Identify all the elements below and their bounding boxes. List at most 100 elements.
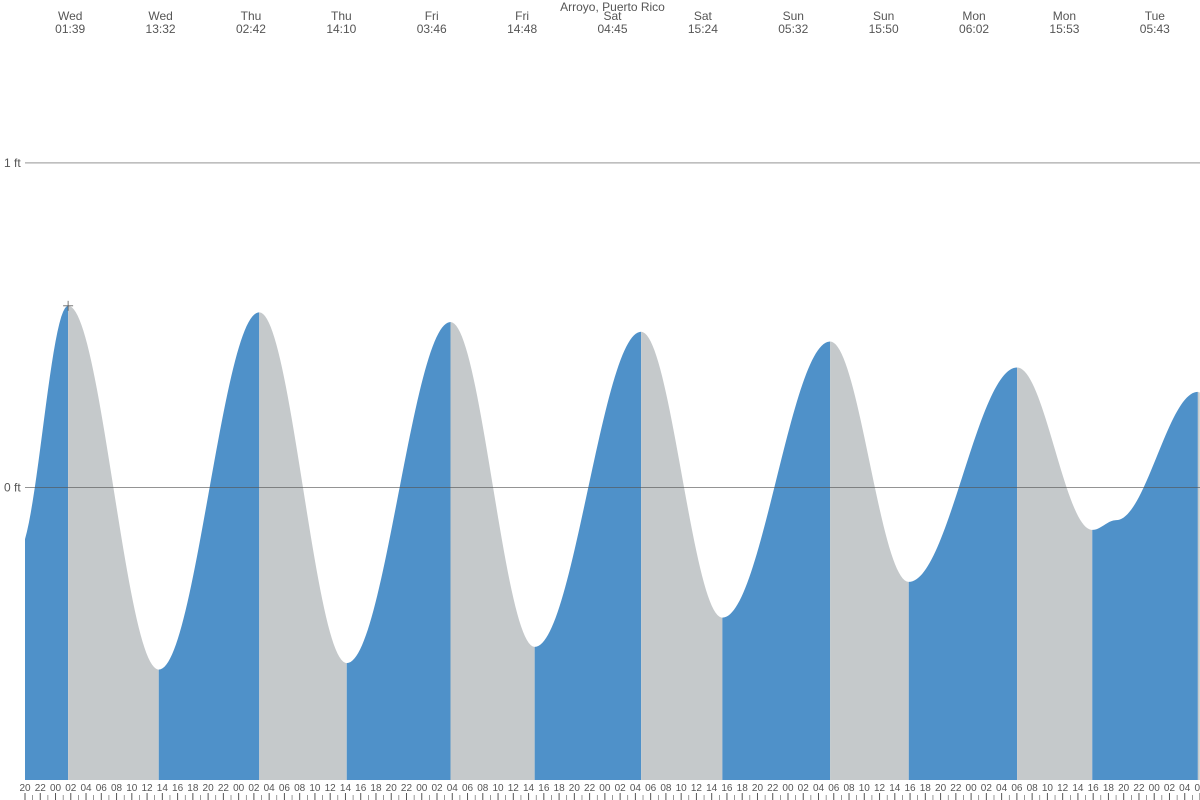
header-day: Wed bbox=[148, 9, 172, 23]
header-day: Tue bbox=[1145, 9, 1166, 23]
header-time: 06:02 bbox=[959, 22, 989, 36]
x-axis-label: 16 bbox=[355, 783, 367, 794]
header-time: 15:50 bbox=[869, 22, 899, 36]
tide-rising-area bbox=[347, 322, 451, 780]
header-day: Sat bbox=[694, 9, 713, 23]
header-time: 13:32 bbox=[146, 22, 176, 36]
header-time: 15:53 bbox=[1049, 22, 1079, 36]
tide-rising-area bbox=[1092, 392, 1198, 780]
x-axis-label: 02 bbox=[248, 783, 260, 794]
x-axis-label: 16 bbox=[172, 783, 184, 794]
header-time: 14:10 bbox=[326, 22, 356, 36]
x-axis-label: 10 bbox=[859, 783, 871, 794]
x-axis-label: 22 bbox=[950, 783, 962, 794]
x-axis-label: 00 bbox=[966, 783, 978, 794]
x-axis-label: 14 bbox=[706, 783, 718, 794]
x-axis-label: 22 bbox=[218, 783, 230, 794]
header-day: Thu bbox=[241, 9, 262, 23]
x-axis-label: 10 bbox=[492, 783, 504, 794]
tide-rising-area bbox=[909, 368, 1017, 780]
tide-falling-area bbox=[68, 306, 159, 780]
tide-rising-area bbox=[159, 312, 259, 780]
x-axis-label: 02 bbox=[1164, 783, 1176, 794]
header-day: Sun bbox=[783, 9, 804, 23]
tide-chart: 1 ft0 ft20220002040608101214161820220002… bbox=[0, 0, 1200, 800]
header-day: Fri bbox=[425, 9, 439, 23]
x-axis-label: 18 bbox=[920, 783, 932, 794]
header-time: 15:24 bbox=[688, 22, 718, 36]
x-axis-label: 00 bbox=[599, 783, 611, 794]
x-axis-label: 16 bbox=[721, 783, 733, 794]
header-day: Sun bbox=[873, 9, 894, 23]
x-axis-label: 20 bbox=[935, 783, 947, 794]
tide-rising-area bbox=[25, 306, 68, 780]
header-time: 05:43 bbox=[1140, 22, 1170, 36]
x-axis-label: 06 bbox=[1011, 783, 1023, 794]
x-axis-label: 08 bbox=[477, 783, 489, 794]
header-day: Thu bbox=[331, 9, 352, 23]
x-axis-label: 14 bbox=[340, 783, 352, 794]
x-axis-label: 14 bbox=[523, 783, 535, 794]
x-axis-label: 20 bbox=[569, 783, 581, 794]
x-axis-label: 06 bbox=[1194, 783, 1200, 794]
x-axis-label: 22 bbox=[401, 783, 413, 794]
y-axis-label: 0 ft bbox=[4, 481, 21, 495]
x-axis-label: 08 bbox=[111, 783, 123, 794]
x-axis-label: 12 bbox=[325, 783, 337, 794]
header-day: Sat bbox=[603, 9, 622, 23]
header-time: 01:39 bbox=[55, 22, 85, 36]
x-axis-label: 20 bbox=[19, 783, 31, 794]
x-axis-label: 16 bbox=[1088, 783, 1100, 794]
x-axis-label: 00 bbox=[782, 783, 794, 794]
x-axis-label: 06 bbox=[462, 783, 474, 794]
tide-falling-area bbox=[830, 342, 909, 780]
tide-falling-area bbox=[641, 332, 722, 780]
header-day: Fri bbox=[515, 9, 529, 23]
x-axis-label: 22 bbox=[767, 783, 779, 794]
x-axis-label: 18 bbox=[1103, 783, 1115, 794]
tide-rising-area bbox=[535, 332, 641, 780]
x-axis-label: 12 bbox=[691, 783, 703, 794]
x-axis-label: 00 bbox=[233, 783, 245, 794]
header-time: 05:32 bbox=[778, 22, 808, 36]
header-time: 14:48 bbox=[507, 22, 537, 36]
x-axis-label: 02 bbox=[981, 783, 993, 794]
x-axis-label: 10 bbox=[676, 783, 688, 794]
x-axis-label: 18 bbox=[554, 783, 566, 794]
x-axis-label: 04 bbox=[1179, 783, 1191, 794]
x-axis-label: 00 bbox=[416, 783, 428, 794]
x-axis-label: 02 bbox=[798, 783, 810, 794]
tide-rising-area bbox=[722, 342, 830, 780]
x-axis-label: 04 bbox=[264, 783, 276, 794]
header-time: 02:42 bbox=[236, 22, 266, 36]
x-axis-label: 12 bbox=[874, 783, 886, 794]
x-axis-label: 20 bbox=[1118, 783, 1130, 794]
x-axis-label: 00 bbox=[50, 783, 62, 794]
x-axis-label: 12 bbox=[508, 783, 520, 794]
x-axis-label: 00 bbox=[1149, 783, 1161, 794]
x-axis-label: 22 bbox=[1133, 783, 1145, 794]
x-axis-label: 02 bbox=[615, 783, 627, 794]
x-axis-label: 04 bbox=[630, 783, 642, 794]
x-axis-label: 18 bbox=[737, 783, 749, 794]
x-axis-label: 06 bbox=[96, 783, 108, 794]
tide-falling-area bbox=[451, 322, 535, 780]
x-axis-label: 06 bbox=[828, 783, 840, 794]
x-axis-label: 12 bbox=[142, 783, 154, 794]
x-axis-label: 16 bbox=[905, 783, 917, 794]
x-axis-label: 18 bbox=[370, 783, 382, 794]
tide-falling-area bbox=[1198, 392, 1200, 780]
x-axis-label: 08 bbox=[843, 783, 855, 794]
x-axis-label: 22 bbox=[584, 783, 596, 794]
header-day: Wed bbox=[58, 9, 82, 23]
x-axis-label: 04 bbox=[447, 783, 459, 794]
x-axis-label: 06 bbox=[645, 783, 657, 794]
x-axis-label: 10 bbox=[1042, 783, 1054, 794]
x-axis-label: 14 bbox=[157, 783, 169, 794]
x-axis-label: 04 bbox=[80, 783, 92, 794]
x-axis-label: 14 bbox=[889, 783, 901, 794]
x-axis-label: 20 bbox=[386, 783, 398, 794]
tide-falling-area bbox=[1017, 368, 1092, 780]
x-axis-label: 02 bbox=[431, 783, 443, 794]
x-axis-label: 06 bbox=[279, 783, 291, 794]
